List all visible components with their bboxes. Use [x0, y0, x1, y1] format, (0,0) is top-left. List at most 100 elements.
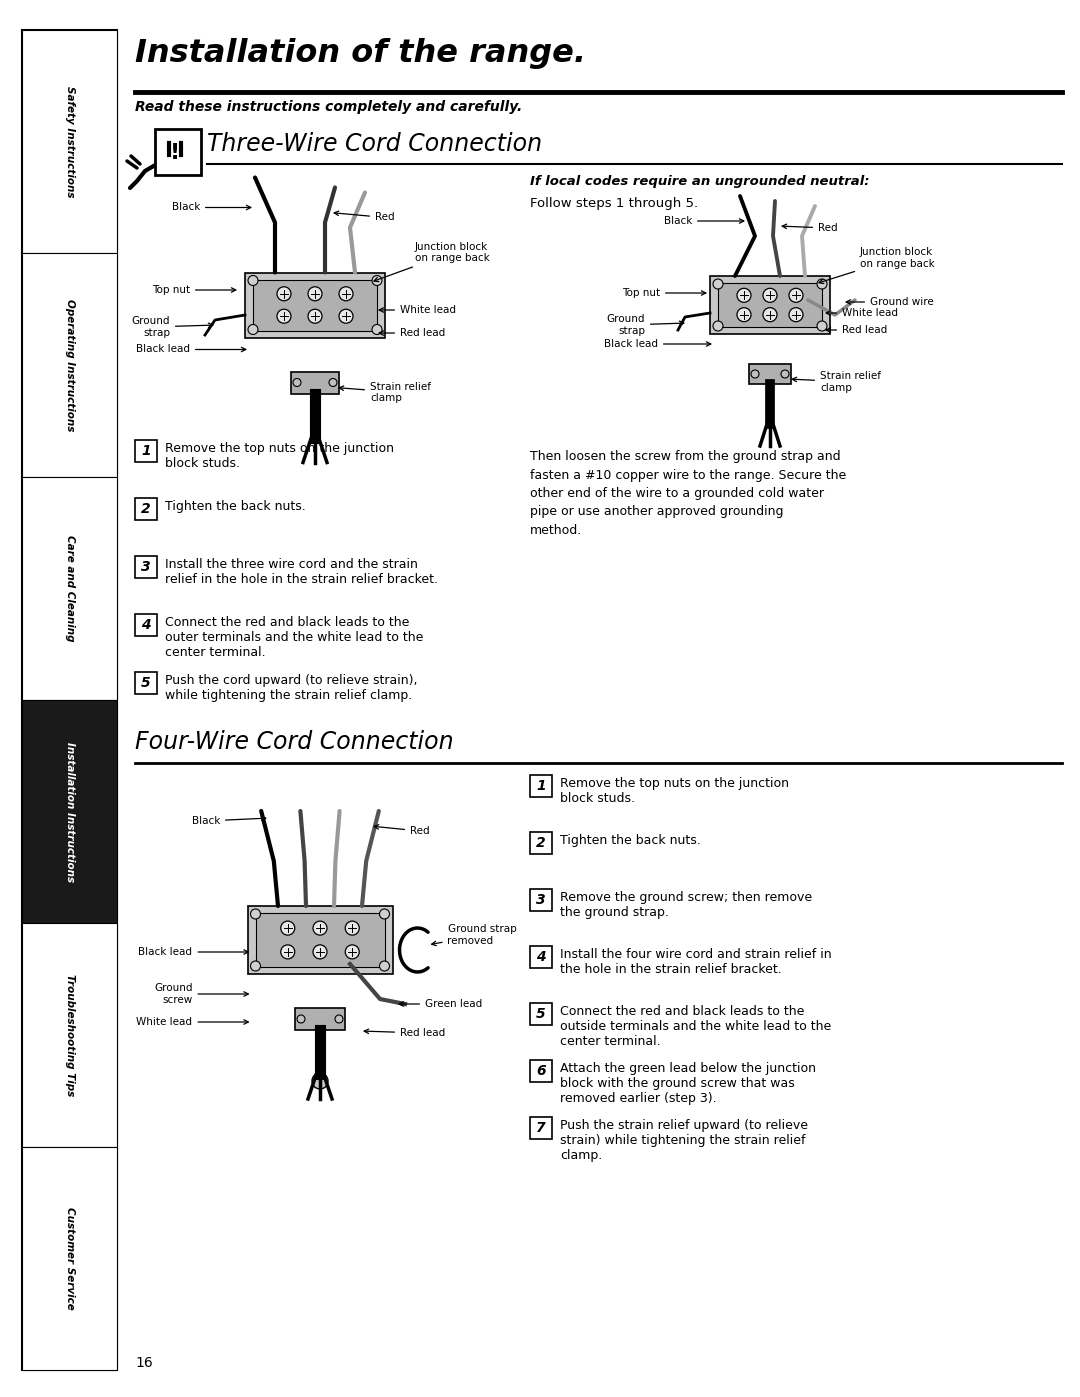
Bar	[530, 833, 552, 854]
Text: 2: 2	[536, 835, 545, 849]
Bar	[135, 440, 157, 462]
Text: Tighten the back nuts.: Tighten the back nuts.	[561, 834, 701, 847]
Circle shape	[346, 921, 360, 935]
Bar	[750, 365, 791, 384]
Bar	[530, 1060, 552, 1083]
Text: 3: 3	[536, 893, 545, 907]
Circle shape	[789, 288, 804, 302]
Circle shape	[281, 921, 295, 935]
Text: Green lead: Green lead	[400, 999, 483, 1009]
Text: 1: 1	[141, 444, 151, 458]
Text: Ground
strap: Ground strap	[132, 316, 213, 338]
Text: Ground
screw: Ground screw	[154, 983, 248, 1004]
Text: Tighten the back nuts.: Tighten the back nuts.	[165, 500, 306, 513]
Circle shape	[781, 370, 789, 379]
Text: Red: Red	[782, 224, 838, 233]
Text: Install the three wire cord and the strain
relief in the hole in the strain reli: Install the three wire cord and the stra…	[165, 557, 438, 585]
Text: Troubleshooting Tips: Troubleshooting Tips	[65, 974, 75, 1097]
Text: Connect the red and black leads to the
outside terminals and the white lead to t: Connect the red and black leads to the o…	[561, 1004, 832, 1048]
Text: Ground strap
removed: Ground strap removed	[432, 925, 516, 946]
Circle shape	[789, 307, 804, 321]
Text: Red lead: Red lead	[826, 326, 888, 335]
Circle shape	[312, 1073, 328, 1090]
Bar	[253, 279, 377, 331]
Text: Top nut: Top nut	[622, 288, 706, 298]
Text: Then loosen the screw from the ground strap and
fasten a #10 copper wire to the : Then loosen the screw from the ground st…	[530, 450, 847, 536]
Circle shape	[276, 286, 291, 300]
Circle shape	[297, 1016, 305, 1023]
Text: Top nut: Top nut	[152, 285, 235, 295]
Text: !: !	[170, 142, 180, 163]
Text: Read these instructions completely and carefully.: Read these instructions completely and c…	[135, 101, 523, 115]
Circle shape	[251, 961, 260, 971]
Text: Push the cord upward (to relieve strain),
while tightening the strain relief cla: Push the cord upward (to relieve strain)…	[165, 673, 418, 703]
Circle shape	[308, 286, 322, 300]
Text: Push the strain relief upward (to relieve
strain) while tightening the strain re: Push the strain relief upward (to reliev…	[561, 1119, 808, 1162]
Text: Operating Instructions: Operating Instructions	[65, 299, 75, 432]
Bar	[22, 923, 117, 1147]
Text: White lead: White lead	[826, 307, 897, 319]
Text: Black lead: Black lead	[604, 339, 711, 349]
Circle shape	[713, 321, 723, 331]
Text: 6: 6	[536, 1065, 545, 1078]
Circle shape	[251, 909, 260, 919]
Text: Connect the red and black leads to the
outer terminals and the white lead to the: Connect the red and black leads to the o…	[165, 616, 423, 659]
Text: Installation of the range.: Installation of the range.	[135, 38, 586, 68]
Circle shape	[379, 961, 390, 971]
Circle shape	[372, 275, 382, 285]
Bar	[22, 253, 117, 476]
Circle shape	[816, 279, 827, 289]
Text: Customer Service: Customer Service	[65, 1207, 75, 1310]
Text: 7: 7	[536, 1120, 545, 1134]
Text: Black: Black	[663, 217, 744, 226]
Bar	[245, 272, 384, 338]
Circle shape	[339, 309, 353, 323]
Circle shape	[379, 909, 390, 919]
Text: White lead: White lead	[379, 305, 456, 314]
Circle shape	[335, 1016, 343, 1023]
Text: Install the four wire cord and strain relief in
the hole in the strain relief br: Install the four wire cord and strain re…	[561, 949, 832, 977]
Circle shape	[339, 286, 353, 300]
Circle shape	[276, 309, 291, 323]
FancyBboxPatch shape	[156, 129, 201, 175]
Circle shape	[737, 288, 751, 302]
Circle shape	[372, 324, 382, 334]
Text: Remove the ground screw; then remove
the ground strap.: Remove the ground screw; then remove the…	[561, 891, 812, 919]
Bar	[135, 497, 157, 520]
Circle shape	[816, 321, 827, 331]
Text: Junction block
on range back: Junction block on range back	[819, 247, 935, 284]
Text: Strain relief
clamp: Strain relief clamp	[792, 372, 881, 393]
Circle shape	[293, 379, 301, 387]
Bar	[22, 700, 117, 923]
Circle shape	[713, 279, 723, 289]
Text: Black lead: Black lead	[138, 947, 248, 957]
Bar	[530, 888, 552, 911]
Circle shape	[751, 370, 759, 379]
Bar	[135, 556, 157, 578]
Bar	[135, 672, 157, 694]
Text: Care and Cleaning: Care and Cleaning	[65, 535, 75, 641]
Text: 5: 5	[141, 676, 151, 690]
Circle shape	[313, 921, 327, 935]
Text: If local codes require an ungrounded neutral:: If local codes require an ungrounded neu…	[530, 175, 869, 189]
Circle shape	[346, 944, 360, 958]
Text: Junction block
on range back: Junction block on range back	[374, 242, 489, 282]
Text: 1: 1	[536, 780, 545, 793]
Circle shape	[248, 324, 258, 334]
Bar	[718, 284, 822, 327]
Text: Ground wire: Ground wire	[846, 298, 934, 307]
Text: Safety Instructions: Safety Instructions	[65, 87, 75, 197]
Text: 3: 3	[141, 560, 151, 574]
Text: Three-Wire Cord Connection: Three-Wire Cord Connection	[207, 131, 542, 156]
Text: White lead: White lead	[136, 1017, 248, 1027]
Bar	[710, 277, 831, 334]
Text: Black lead: Black lead	[136, 345, 246, 355]
Text: Strain relief
clamp: Strain relief clamp	[339, 381, 431, 404]
Text: 2: 2	[141, 502, 151, 515]
Text: Four-Wire Cord Connection: Four-Wire Cord Connection	[135, 731, 454, 754]
Bar	[295, 1009, 345, 1030]
Bar	[22, 476, 117, 700]
Text: Remove the top nuts on the junction
block studs.: Remove the top nuts on the junction bloc…	[561, 777, 789, 805]
Bar	[22, 1147, 117, 1370]
Circle shape	[313, 944, 327, 958]
